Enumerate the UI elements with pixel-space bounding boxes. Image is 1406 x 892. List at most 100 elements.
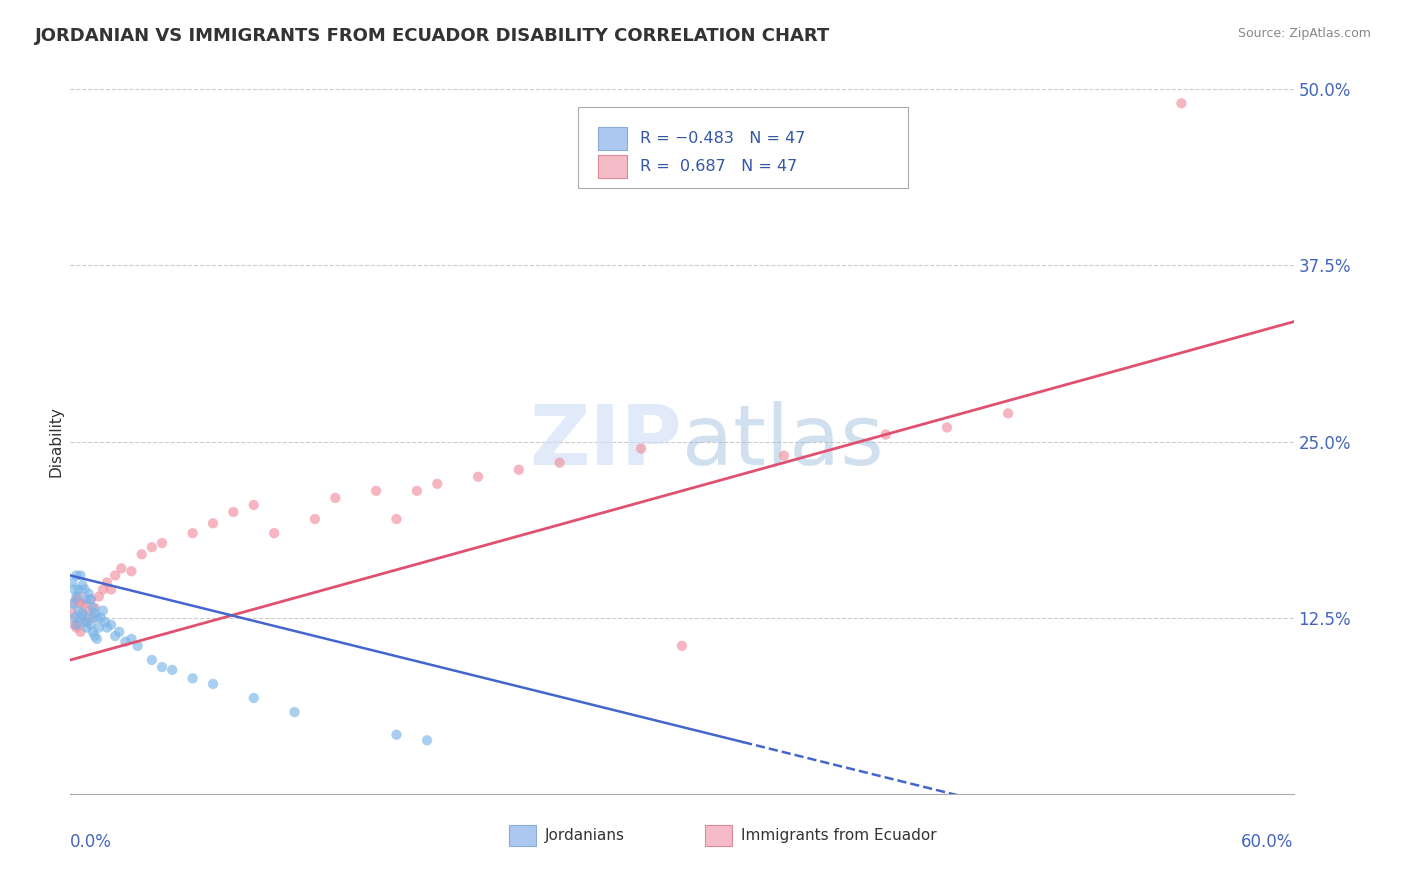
Point [76, 621, 98, 635]
Point [104, 568, 127, 582]
Point [181, 526, 204, 541]
Point [60, 575, 83, 590]
Point [162, 663, 183, 677]
Point [96, 575, 118, 590]
Point [997, 406, 1019, 420]
Point [67, 615, 90, 629]
Point [141, 541, 163, 555]
Text: 60.0%: 60.0% [1241, 832, 1294, 851]
Point [94, 615, 117, 629]
Point [87, 590, 110, 604]
Point [83, 607, 105, 621]
Point [406, 483, 429, 498]
Text: R = −0.483   N = 47: R = −0.483 N = 47 [640, 131, 806, 146]
Point [127, 639, 149, 653]
Point [67, 590, 90, 604]
Point [131, 547, 153, 561]
Point [60, 607, 83, 621]
Point [222, 505, 245, 519]
Point [65, 590, 87, 604]
Point [467, 469, 489, 483]
Point [508, 463, 530, 477]
Point [366, 483, 388, 498]
Point [284, 705, 307, 719]
Point [67, 582, 90, 597]
Point [108, 624, 131, 639]
Point [77, 604, 100, 618]
Text: R =  0.687   N = 47: R = 0.687 N = 47 [640, 159, 797, 174]
Point [416, 733, 439, 747]
FancyBboxPatch shape [706, 825, 733, 846]
Point [72, 607, 94, 621]
Point [86, 632, 108, 646]
Point [82, 624, 104, 639]
Text: JORDANIAN VS IMMIGRANTS FROM ECUADOR DISABILITY CORRELATION CHART: JORDANIAN VS IMMIGRANTS FROM ECUADOR DIS… [35, 27, 831, 45]
Point [69, 597, 91, 611]
Point [91, 582, 114, 597]
Point [114, 634, 136, 648]
Point [86, 610, 108, 624]
Point [121, 632, 143, 646]
Point [323, 491, 347, 505]
Point [304, 512, 326, 526]
Point [73, 597, 96, 611]
Point [63, 597, 86, 611]
Point [104, 629, 127, 643]
Point [548, 456, 571, 470]
Point [72, 578, 94, 592]
Point [630, 442, 652, 456]
Point [181, 671, 204, 685]
Point [243, 498, 266, 512]
Point [141, 653, 163, 667]
Point [773, 449, 796, 463]
Point [77, 587, 100, 601]
Point [671, 639, 693, 653]
FancyBboxPatch shape [578, 107, 908, 188]
Point [73, 582, 96, 597]
Text: Jordanians: Jordanians [546, 828, 624, 843]
Point [87, 621, 110, 635]
Point [60, 597, 83, 611]
Point [73, 615, 96, 629]
Text: 0.0%: 0.0% [70, 832, 112, 851]
Point [63, 617, 86, 632]
FancyBboxPatch shape [598, 155, 627, 178]
Text: atlas: atlas [682, 401, 883, 482]
Point [65, 621, 87, 635]
Point [936, 420, 959, 434]
Point [150, 536, 173, 550]
Point [100, 617, 122, 632]
Point [263, 526, 285, 541]
Point [63, 610, 86, 624]
Point [63, 582, 86, 597]
Point [110, 561, 132, 575]
Point [77, 610, 100, 624]
Point [385, 728, 408, 742]
Point [202, 677, 225, 691]
Point [69, 624, 91, 639]
Point [82, 600, 104, 615]
Point [1170, 96, 1192, 111]
Text: Immigrants from Ecuador: Immigrants from Ecuador [741, 828, 936, 843]
Point [243, 691, 266, 706]
Point [150, 660, 173, 674]
Point [65, 617, 87, 632]
Point [76, 592, 98, 607]
Text: Source: ZipAtlas.com: Source: ZipAtlas.com [1237, 27, 1371, 40]
Point [83, 600, 105, 615]
Point [202, 516, 225, 531]
Point [65, 592, 87, 607]
Point [76, 615, 98, 629]
Point [79, 592, 103, 607]
Point [65, 568, 87, 582]
Point [67, 604, 90, 618]
Y-axis label: Disability: Disability [48, 406, 63, 477]
Point [385, 512, 408, 526]
Point [875, 427, 897, 442]
Point [426, 476, 449, 491]
Point [121, 564, 143, 578]
Point [69, 568, 91, 582]
Point [83, 629, 105, 643]
FancyBboxPatch shape [509, 825, 536, 846]
Point [72, 607, 94, 621]
